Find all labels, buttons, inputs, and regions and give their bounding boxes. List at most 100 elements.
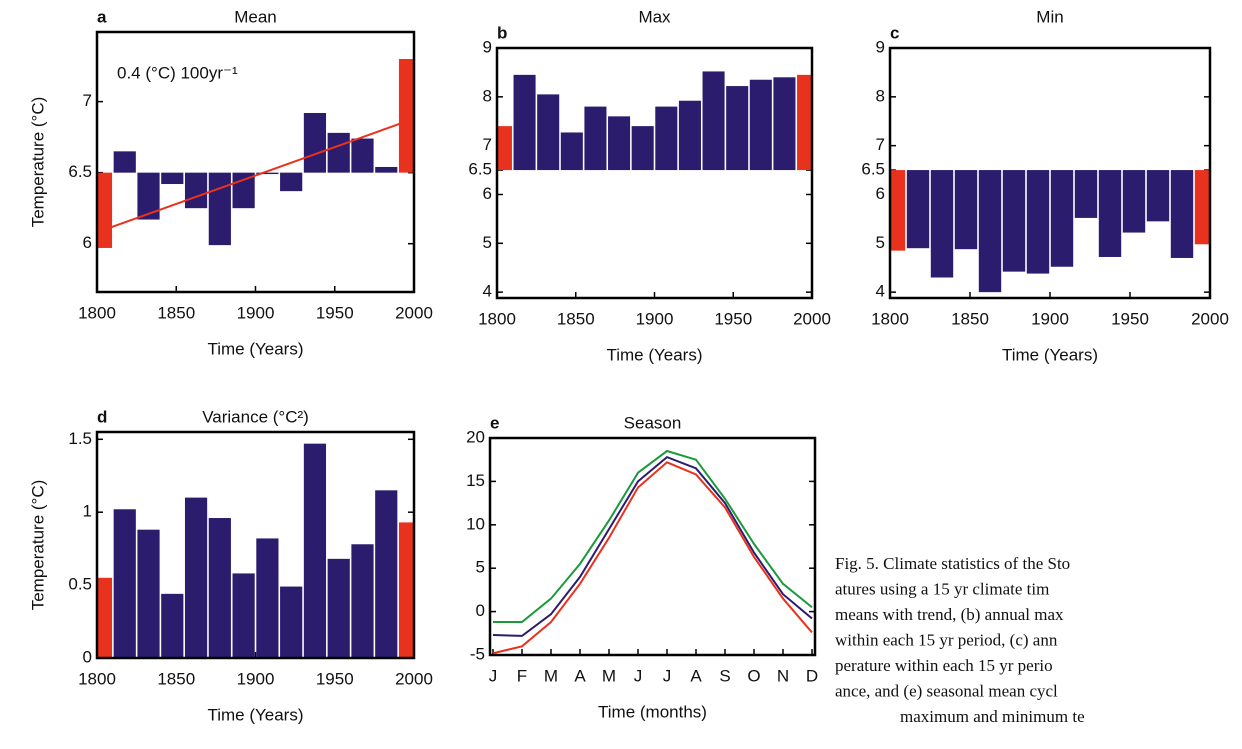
x-tick-label: M	[544, 666, 558, 685]
y-tick-label: 1.5	[68, 429, 92, 448]
x-tick-label: N	[777, 666, 789, 685]
bar	[655, 106, 678, 171]
bar	[631, 126, 654, 171]
bar	[678, 100, 701, 171]
y-tick-label: 5	[476, 558, 485, 577]
panel-letter: b	[497, 23, 507, 42]
x-tick-label: M	[602, 666, 616, 685]
trend-line	[97, 117, 414, 234]
y-tick-label: 7	[876, 135, 885, 154]
series-line	[492, 455, 813, 637]
y-tick-label: 0	[476, 601, 485, 620]
bar	[137, 172, 160, 220]
bar	[351, 544, 374, 658]
bar	[513, 74, 536, 171]
caption-line: ance, and (e) seasonal mean cycl	[835, 681, 1058, 700]
x-axis-label: Time (months)	[598, 702, 707, 721]
bar	[113, 151, 136, 173]
bar	[137, 529, 160, 658]
bar	[1146, 170, 1170, 222]
bar	[184, 497, 208, 658]
y-tick-label: 6.5	[68, 162, 92, 181]
panel-letter: e	[490, 413, 499, 432]
bar	[1194, 170, 1210, 245]
x-tick-label: A	[690, 666, 702, 685]
series-line	[492, 461, 813, 655]
x-tick-label: 1950	[316, 303, 354, 322]
caption-line: Fig. 5. Climate statistics of the Sto	[835, 554, 1070, 573]
chart: c Min Time (Years) 4 5 6 6.5 7 8 9 1800 1850 1900 195…	[861, 7, 1229, 364]
x-tick-label: A	[574, 666, 586, 685]
x-tick-label: S	[719, 666, 730, 685]
panel-letter: c	[890, 23, 899, 42]
x-tick-label: J	[489, 666, 498, 685]
chart: b Max Time (Years) 4 5 6 6.5 7 8 9 1800 1850 1900 195…	[468, 7, 831, 364]
bar	[97, 577, 113, 658]
bar	[327, 558, 350, 658]
y-tick-label: 6	[876, 184, 885, 203]
x-tick-label: 1800	[78, 669, 116, 688]
panel-letter: d	[97, 407, 107, 426]
y-axis-label: Temperature (°C)	[28, 97, 47, 228]
chart-title: Min	[1036, 7, 1063, 26]
x-tick-label: 2000	[793, 309, 831, 328]
x-axis-label: Time (Years)	[207, 339, 303, 358]
bar	[280, 586, 303, 658]
y-tick-label: 5	[876, 233, 885, 252]
caption-line: atures using a 15 yr climate tim	[835, 579, 1049, 598]
bar	[1050, 170, 1074, 267]
bar	[1074, 170, 1098, 218]
chart: a Mean Time (Years) Temperature (°C) 6 6.5 7 18…	[28, 7, 432, 358]
bar	[161, 593, 184, 658]
x-tick-label: 1950	[714, 309, 752, 328]
y-tick-label: 8	[876, 86, 885, 105]
bar	[1002, 170, 1026, 272]
caption-line: maximum and minimum te	[900, 707, 1085, 726]
bar	[232, 573, 255, 658]
y-tick-label: 1	[83, 502, 92, 521]
y-tick-label: 7	[83, 91, 92, 110]
bar	[537, 94, 560, 171]
bar	[208, 172, 231, 246]
x-tick-label: 2000	[395, 303, 433, 322]
caption-line: means with trend, (b) annual max	[835, 605, 1064, 624]
y-tick-label: 8	[483, 86, 492, 105]
x-tick-label: 1850	[951, 309, 989, 328]
x-tick-label: 1900	[636, 309, 674, 328]
x-tick-label: 1950	[316, 669, 354, 688]
bar	[327, 132, 350, 173]
y-tick-label: 6.5	[468, 160, 492, 179]
x-tick-label: 1850	[157, 669, 195, 688]
bar	[702, 71, 725, 171]
bar	[398, 522, 414, 658]
bar	[726, 86, 749, 171]
bar	[113, 509, 136, 658]
bar	[906, 170, 930, 249]
bar	[954, 170, 978, 250]
y-tick-label: -5	[470, 644, 485, 663]
y-tick-label: 7	[483, 135, 492, 154]
bar	[398, 58, 414, 173]
plot-frame	[488, 436, 817, 657]
bar	[375, 490, 398, 658]
x-axis-label: Time (Years)	[606, 345, 702, 364]
bar	[97, 172, 113, 248]
y-tick-label: 6	[83, 233, 92, 252]
x-tick-label: 1800	[78, 303, 116, 322]
x-tick-label: 1850	[157, 303, 195, 322]
bar	[797, 74, 812, 171]
bar	[1026, 170, 1050, 274]
bar	[584, 106, 607, 171]
y-tick-label: 9	[876, 37, 885, 56]
x-tick-label: 1900	[237, 303, 275, 322]
chart: d Variance (°C²) Time (Years) Temperature (…	[28, 407, 432, 724]
y-tick-label: 4	[483, 282, 492, 301]
y-tick-label: 6.5	[861, 160, 885, 179]
bar	[184, 172, 208, 209]
x-tick-label: 1900	[237, 669, 275, 688]
bar	[608, 116, 631, 171]
bar	[303, 443, 327, 658]
bar	[256, 172, 279, 175]
